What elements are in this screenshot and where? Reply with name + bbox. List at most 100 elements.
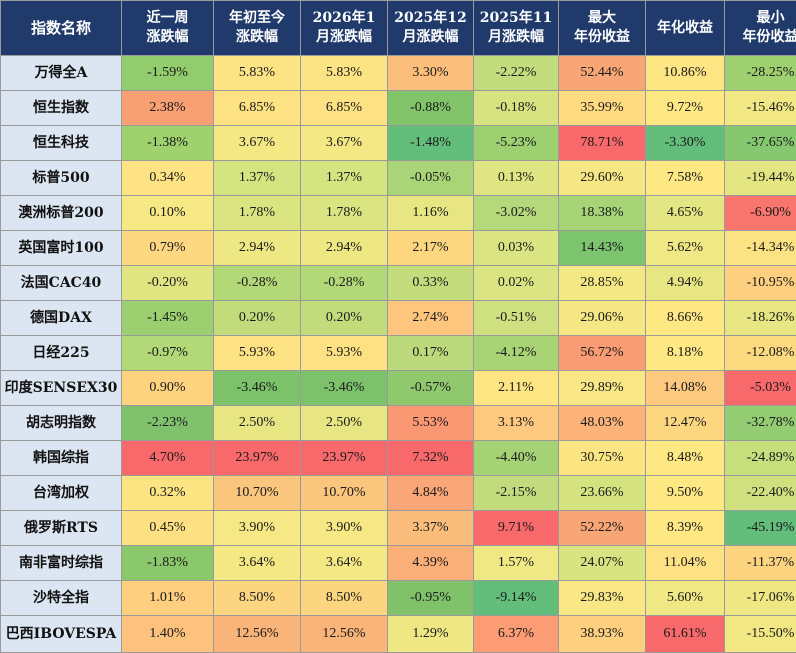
value-cell: -11.37% — [725, 546, 796, 581]
value-cell: -0.51% — [474, 301, 559, 336]
index-name: 英国富时100 — [1, 231, 122, 266]
value-cell: 0.32% — [122, 476, 214, 511]
value-cell: 3.13% — [474, 406, 559, 441]
value-cell: 4.84% — [388, 476, 474, 511]
value-cell: -28.25% — [725, 56, 796, 91]
value-cell: 0.20% — [301, 301, 388, 336]
column-header-line2: 年份收益 — [725, 28, 796, 47]
value-cell: 56.72% — [559, 336, 646, 371]
value-cell: 8.66% — [646, 301, 725, 336]
value-cell: 29.60% — [559, 161, 646, 196]
value-cell: 52.44% — [559, 56, 646, 91]
index-name: 台湾加权 — [1, 476, 122, 511]
column-header-line1: 最大 — [559, 9, 645, 28]
value-cell: 2.94% — [301, 231, 388, 266]
value-cell: 3.64% — [301, 546, 388, 581]
value-cell: 0.02% — [474, 266, 559, 301]
value-cell: 61.61% — [646, 616, 725, 653]
value-cell: 35.99% — [559, 91, 646, 126]
column-header-line2: 月涨跌幅 — [474, 28, 558, 47]
table-row: 恒生科技-1.38%3.67%3.67%-1.48%-5.23%78.71%-3… — [1, 126, 796, 161]
value-cell: 10.70% — [301, 476, 388, 511]
value-cell: 3.67% — [214, 126, 301, 161]
value-cell: -0.57% — [388, 371, 474, 406]
value-cell: 3.90% — [214, 511, 301, 546]
value-cell: -4.12% — [474, 336, 559, 371]
value-cell: 7.32% — [388, 441, 474, 476]
value-cell: -37.65% — [725, 126, 796, 161]
column-header-line2: 月涨跌幅 — [388, 28, 473, 47]
value-cell: -22.40% — [725, 476, 796, 511]
value-cell: -6.90% — [725, 196, 796, 231]
value-cell: 8.39% — [646, 511, 725, 546]
value-cell: -0.20% — [122, 266, 214, 301]
value-cell: 6.37% — [474, 616, 559, 653]
value-cell: -9.14% — [474, 581, 559, 616]
value-cell: 12.47% — [646, 406, 725, 441]
value-cell: 9.71% — [474, 511, 559, 546]
value-cell: -3.30% — [646, 126, 725, 161]
value-cell: -15.46% — [725, 91, 796, 126]
table-row: 万得全A-1.59%5.83%5.83%3.30%-2.22%52.44%10.… — [1, 56, 796, 91]
value-cell: -0.88% — [388, 91, 474, 126]
value-cell: 10.70% — [214, 476, 301, 511]
value-cell: 3.37% — [388, 511, 474, 546]
index-name: 万得全A — [1, 56, 122, 91]
index-name: 法国CAC40 — [1, 266, 122, 301]
column-header-line1: 指数名称 — [1, 19, 121, 38]
value-cell: 14.08% — [646, 371, 725, 406]
value-cell: 18.38% — [559, 196, 646, 231]
value-cell: -3.02% — [474, 196, 559, 231]
value-cell: -5.23% — [474, 126, 559, 161]
index-name: 胡志明指数 — [1, 406, 122, 441]
value-cell: 29.83% — [559, 581, 646, 616]
value-cell: -1.38% — [122, 126, 214, 161]
value-cell: -0.05% — [388, 161, 474, 196]
value-cell: -1.59% — [122, 56, 214, 91]
value-cell: 23.97% — [301, 441, 388, 476]
value-cell: 2.38% — [122, 91, 214, 126]
value-cell: 1.37% — [301, 161, 388, 196]
value-cell: -0.97% — [122, 336, 214, 371]
value-cell: 9.72% — [646, 91, 725, 126]
value-cell: 12.56% — [214, 616, 301, 653]
table-row: 德国DAX-1.45%0.20%0.20%2.74%-0.51%29.06%8.… — [1, 301, 796, 336]
value-cell: 23.97% — [214, 441, 301, 476]
value-cell: -45.19% — [725, 511, 796, 546]
value-cell: 3.67% — [301, 126, 388, 161]
value-cell: -19.44% — [725, 161, 796, 196]
column-header-line1: 近一周 — [122, 9, 213, 28]
value-cell: 48.03% — [559, 406, 646, 441]
value-cell: 1.37% — [214, 161, 301, 196]
value-cell: 5.93% — [214, 336, 301, 371]
value-cell: -1.48% — [388, 126, 474, 161]
value-cell: 0.90% — [122, 371, 214, 406]
column-header: 最小年份收益 — [725, 1, 796, 56]
value-cell: 0.33% — [388, 266, 474, 301]
value-cell: -15.50% — [725, 616, 796, 653]
value-cell: 8.18% — [646, 336, 725, 371]
value-cell: 3.30% — [388, 56, 474, 91]
value-cell: 1.29% — [388, 616, 474, 653]
value-cell: 5.83% — [214, 56, 301, 91]
value-cell: 1.78% — [301, 196, 388, 231]
column-header: 年初至今涨跌幅 — [214, 1, 301, 56]
value-cell: -1.45% — [122, 301, 214, 336]
index-name: 澳洲标普200 — [1, 196, 122, 231]
column-header-line1: 年化收益 — [646, 19, 724, 38]
value-cell: 1.78% — [214, 196, 301, 231]
table-row: 南非富时综指-1.83%3.64%3.64%4.39%1.57%24.07%11… — [1, 546, 796, 581]
value-cell: -24.89% — [725, 441, 796, 476]
value-cell: 5.83% — [301, 56, 388, 91]
column-header: 指数名称 — [1, 1, 122, 56]
value-cell: -10.95% — [725, 266, 796, 301]
value-cell: -0.28% — [301, 266, 388, 301]
value-cell: 2.50% — [214, 406, 301, 441]
